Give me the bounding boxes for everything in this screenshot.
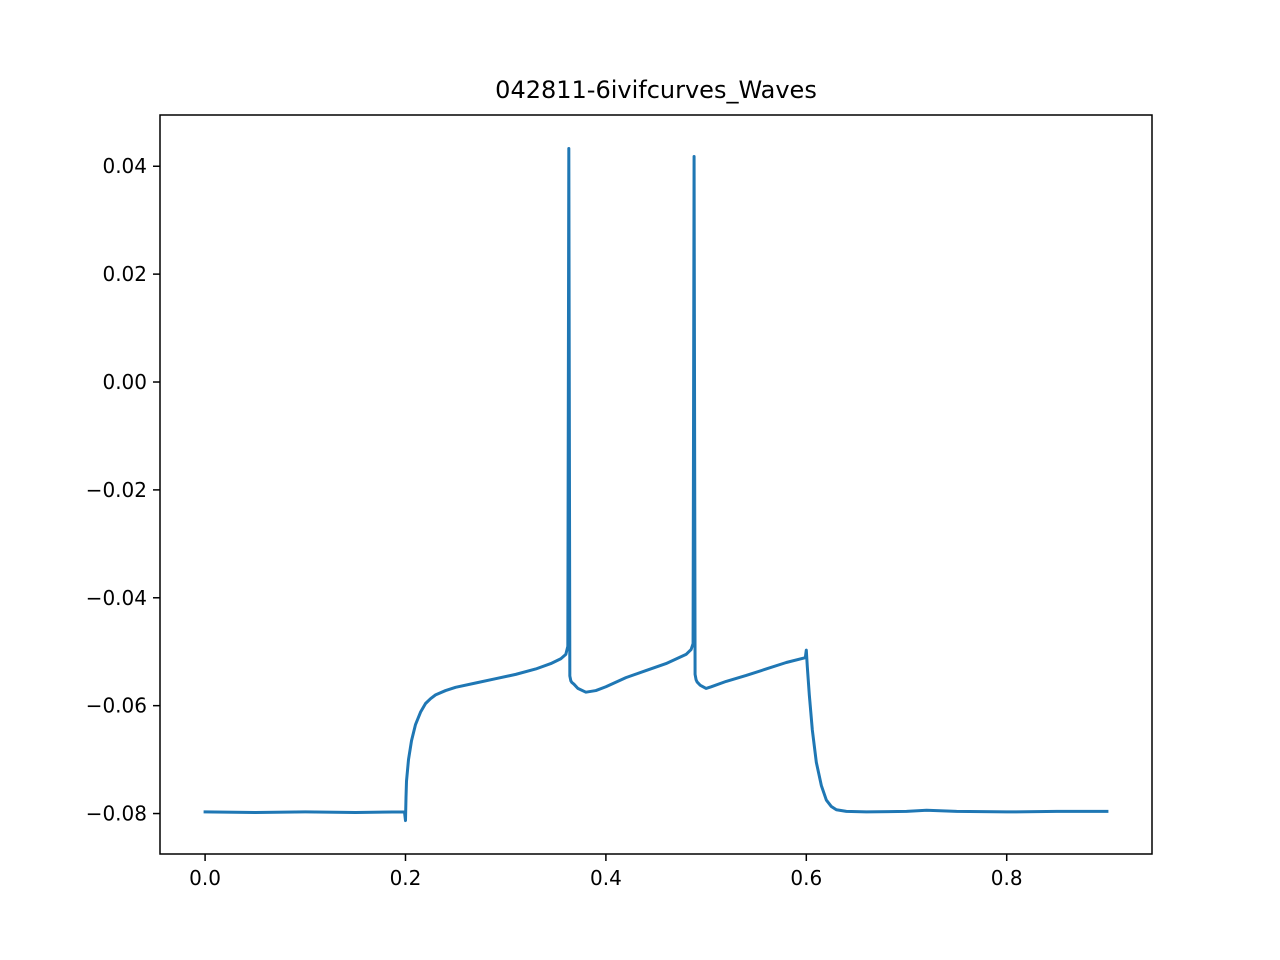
y-tick-label: −0.04 xyxy=(86,586,147,610)
x-axis: 0.0 0.2 0.4 0.6 0.8 xyxy=(189,854,1023,890)
y-axis: 0.04 0.02 0.00 −0.02 −0.04 −0.06 −0.08 xyxy=(86,154,160,826)
plot-frame xyxy=(159,114,1153,855)
x-tick-label: 0.0 xyxy=(189,866,221,890)
y-tick-label: −0.08 xyxy=(86,802,147,826)
series-layer xyxy=(203,146,1109,823)
x-tick-label: 0.6 xyxy=(790,866,822,890)
y-tick-label: −0.02 xyxy=(86,478,147,502)
y-tick-label: 0.02 xyxy=(102,262,147,286)
y-tick-label: −0.06 xyxy=(86,694,147,718)
series-line-0 xyxy=(203,146,1109,823)
x-tick-label: 0.4 xyxy=(590,866,622,890)
y-tick-label: 0.00 xyxy=(102,370,147,394)
y-tick-label: 0.04 xyxy=(102,154,147,178)
x-tick-label: 0.2 xyxy=(390,866,422,890)
chart-title: 042811-6ivifcurves_Waves xyxy=(495,76,817,104)
x-tick-label: 0.8 xyxy=(991,866,1023,890)
